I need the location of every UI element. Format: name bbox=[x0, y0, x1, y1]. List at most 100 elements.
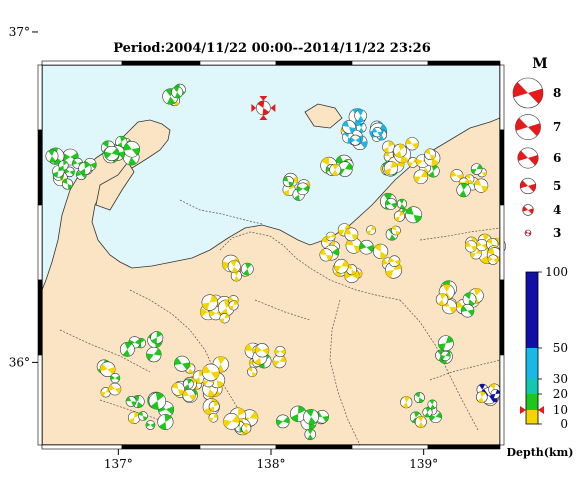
depth-tick-label: 100 bbox=[545, 265, 568, 279]
figure-title: Period:2004/11/22 00:00--2014/11/22 23:2… bbox=[113, 41, 431, 56]
magnitude-legend-symbol bbox=[515, 114, 541, 140]
focal-mechanism bbox=[123, 140, 141, 158]
noto-peninsula bbox=[95, 161, 135, 211]
highlighted-event bbox=[251, 95, 276, 120]
lon-tick-label: 139° bbox=[409, 457, 438, 471]
focal-mechanism bbox=[247, 366, 258, 378]
focal-mechanism bbox=[383, 160, 399, 176]
focal-mechanism bbox=[78, 161, 92, 176]
depth-tick-label: 0 bbox=[560, 417, 568, 431]
sado-island bbox=[304, 103, 343, 129]
frame-bar-top bbox=[351, 60, 429, 66]
focal-mechanism bbox=[372, 126, 383, 138]
focal-mechanism bbox=[127, 411, 141, 424]
focal-mechanism bbox=[475, 391, 488, 403]
focal-mechanism bbox=[61, 178, 74, 190]
map-panel: 137° 138° 139° 37° 36° bbox=[9, 25, 506, 471]
frame-bar-left bbox=[37, 354, 43, 446]
focal-mechanism bbox=[182, 388, 196, 403]
focal-mechanism bbox=[58, 160, 69, 171]
lat-tick-label: 36° bbox=[9, 355, 30, 369]
frame-bar-bottom bbox=[121, 444, 201, 450]
focal-mechanism bbox=[125, 396, 137, 407]
focal-mechanism bbox=[450, 169, 464, 183]
focal-mechanism bbox=[108, 382, 122, 396]
longitude-ticks: 137° 138° 139° bbox=[104, 449, 438, 471]
depth-color-band bbox=[526, 379, 538, 394]
depth-color-band bbox=[526, 410, 538, 424]
depth-marker-right bbox=[538, 406, 544, 414]
focal-mechanism bbox=[437, 335, 454, 352]
focal-mechanism bbox=[413, 169, 429, 185]
focal-mechanism bbox=[382, 140, 395, 154]
magnitude-legend-label: 8 bbox=[553, 86, 561, 100]
focal-mechanism bbox=[391, 225, 401, 236]
depth-color-band bbox=[526, 394, 538, 410]
focal-mechanism bbox=[146, 346, 162, 363]
focal-mechanism bbox=[119, 341, 135, 357]
focal-mechanism bbox=[45, 149, 59, 163]
focal-mechanism bbox=[487, 254, 499, 265]
frame-bar-left bbox=[37, 129, 43, 206]
sea-of-japan bbox=[41, 64, 501, 291]
focal-mechanism bbox=[405, 137, 419, 151]
focal-mechanism bbox=[157, 413, 174, 431]
focal-mechanism bbox=[110, 372, 121, 384]
focal-mechanism bbox=[171, 86, 184, 99]
focal-mechanism bbox=[208, 412, 219, 423]
focal-mechanism bbox=[462, 292, 477, 307]
focal-mechanism bbox=[274, 346, 286, 358]
frame-bar-bottom bbox=[351, 444, 429, 450]
focal-mechanism bbox=[393, 210, 406, 222]
focal-mechanism bbox=[201, 294, 218, 311]
focal-mechanism bbox=[460, 303, 475, 318]
focal-mechanism bbox=[422, 407, 433, 418]
focal-mechanism bbox=[319, 248, 333, 262]
focal-mechanism bbox=[456, 182, 471, 198]
focal-mechanism bbox=[427, 399, 438, 410]
magnitude-legend-title: M bbox=[532, 56, 548, 72]
frame-bar-top bbox=[41, 60, 123, 66]
frame-bar-right bbox=[499, 279, 505, 356]
magnitude-legend-symbol bbox=[517, 147, 539, 169]
highlight-mechanism bbox=[256, 100, 271, 116]
focal-mechanism bbox=[475, 239, 488, 252]
frame-bar-right bbox=[499, 354, 505, 446]
focal-mechanism bbox=[388, 255, 401, 267]
frame-bar-left bbox=[37, 279, 43, 356]
focal-mechanism bbox=[354, 109, 367, 123]
focal-mechanism bbox=[373, 243, 389, 260]
focal-mechanism bbox=[171, 382, 186, 396]
lat-tick-label: 37° bbox=[9, 25, 30, 39]
focal-mechanism bbox=[240, 262, 254, 276]
focal-mechanism bbox=[150, 331, 164, 345]
latitude-ticks: 37° 36° bbox=[9, 25, 38, 369]
focal-mechanism bbox=[325, 231, 336, 242]
focal-mechanism bbox=[174, 355, 190, 372]
focal-mechanism bbox=[223, 412, 240, 430]
magnitude-legend-symbol bbox=[522, 204, 534, 216]
focal-mechanism bbox=[219, 313, 230, 324]
magnitude-legend-label: 7 bbox=[553, 120, 561, 134]
highlight-arrow bbox=[259, 115, 268, 120]
focal-mechanism bbox=[99, 361, 116, 378]
frame-bar-top bbox=[199, 60, 277, 66]
focal-mechanism bbox=[366, 225, 376, 236]
focal-mechanism bbox=[202, 363, 220, 382]
magnitude-legend: M 8 7 6 5 4 3 bbox=[512, 56, 561, 240]
focal-mechanism bbox=[349, 134, 361, 146]
highlight-arrow bbox=[270, 103, 276, 112]
focal-mechanism bbox=[414, 415, 427, 428]
lon-tick-label: 137° bbox=[104, 457, 133, 471]
frame-bar-right bbox=[499, 204, 505, 281]
focal-mechanism bbox=[435, 293, 449, 306]
magnitude-legend-symbol bbox=[524, 229, 532, 237]
frame-bar-left bbox=[37, 204, 43, 281]
frame-bar-bottom bbox=[427, 444, 501, 450]
lon-tick-label: 138° bbox=[257, 457, 286, 471]
focal-mechanism bbox=[474, 178, 489, 193]
focal-mechanism bbox=[282, 175, 294, 188]
focal-mechanism bbox=[405, 206, 423, 224]
focal-mechanism bbox=[413, 392, 425, 404]
